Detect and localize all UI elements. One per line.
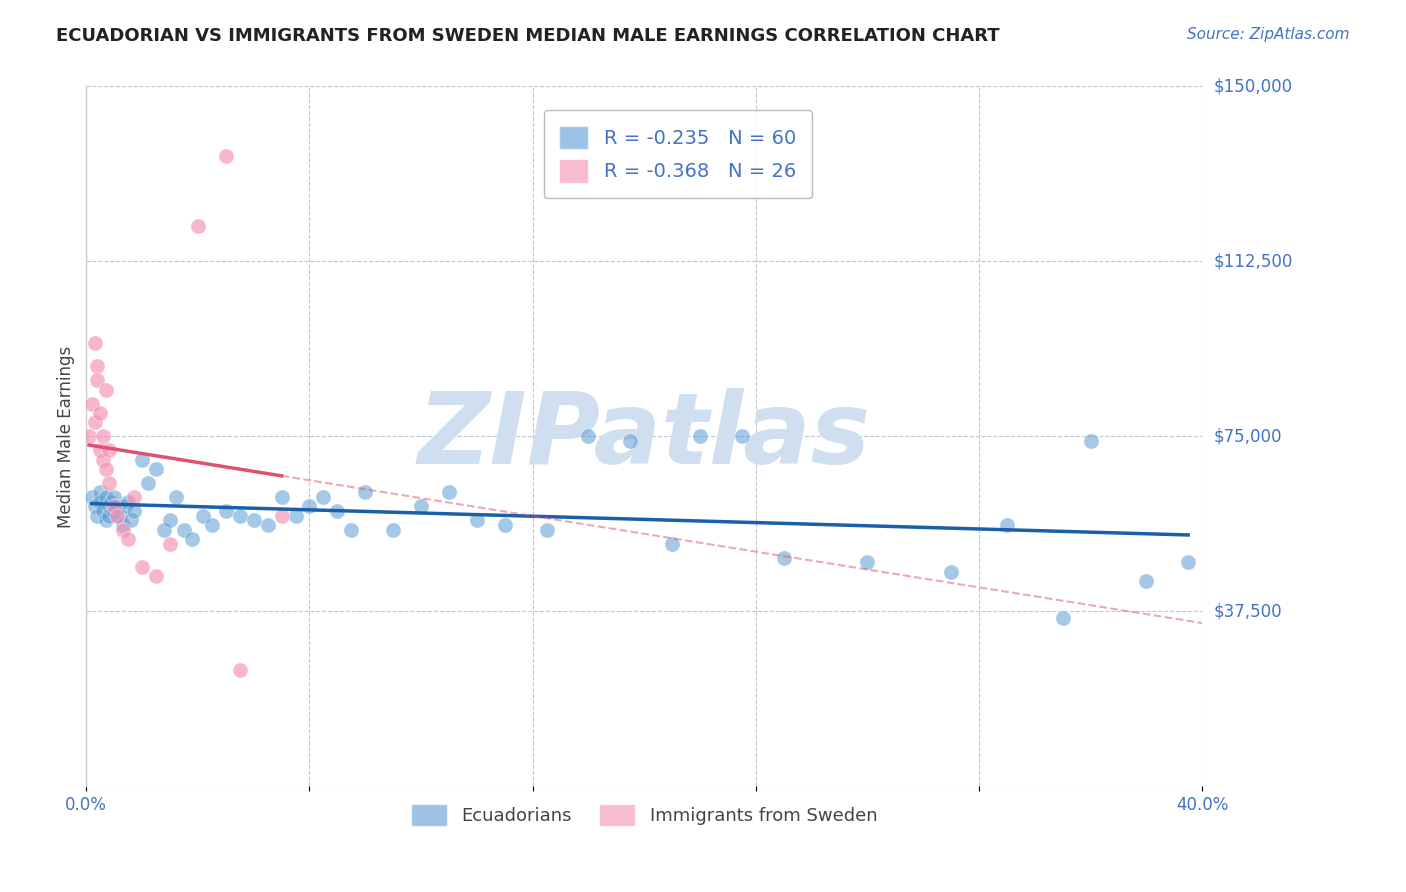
Ecuadorians <box>256 518 278 533</box>
Ecuadorians <box>165 490 187 504</box>
Immigrants from Sweden <box>117 532 139 546</box>
Immigrants from Sweden <box>270 508 292 523</box>
Ecuadorians <box>136 476 159 491</box>
Ecuadorians <box>298 500 321 514</box>
Ecuadorians <box>494 518 516 533</box>
Ecuadorians <box>117 495 139 509</box>
Ecuadorians <box>576 429 599 443</box>
Ecuadorians <box>995 518 1018 533</box>
Ecuadorians <box>153 523 176 537</box>
Immigrants from Sweden <box>159 537 181 551</box>
Immigrants from Sweden <box>131 560 153 574</box>
Text: $112,500: $112,500 <box>1213 252 1292 270</box>
Ecuadorians <box>131 452 153 467</box>
Immigrants from Sweden <box>89 406 111 420</box>
Immigrants from Sweden <box>145 569 167 583</box>
Text: ZIPatlas: ZIPatlas <box>418 388 870 485</box>
Ecuadorians <box>111 518 134 533</box>
Ecuadorians <box>354 485 377 500</box>
Text: $37,500: $37,500 <box>1213 602 1282 621</box>
Ecuadorians <box>536 523 558 537</box>
Ecuadorians <box>89 485 111 500</box>
Ecuadorians <box>94 513 117 527</box>
Ecuadorians <box>103 504 125 518</box>
Ecuadorians <box>242 513 264 527</box>
Ecuadorians <box>173 523 195 537</box>
Text: ECUADORIAN VS IMMIGRANTS FROM SWEDEN MEDIAN MALE EARNINGS CORRELATION CHART: ECUADORIAN VS IMMIGRANTS FROM SWEDEN MED… <box>56 27 1000 45</box>
Ecuadorians <box>465 513 488 527</box>
Immigrants from Sweden <box>111 523 134 537</box>
Ecuadorians <box>689 429 711 443</box>
Immigrants from Sweden <box>86 359 108 374</box>
Ecuadorians <box>382 523 405 537</box>
Text: Source: ZipAtlas.com: Source: ZipAtlas.com <box>1187 27 1350 42</box>
Ecuadorians <box>312 490 335 504</box>
Ecuadorians <box>193 508 215 523</box>
Text: $150,000: $150,000 <box>1213 78 1292 95</box>
Ecuadorians <box>856 556 879 570</box>
Ecuadorians <box>201 518 224 533</box>
Immigrants from Sweden <box>80 397 103 411</box>
Immigrants from Sweden <box>187 219 209 234</box>
Ecuadorians <box>284 508 307 523</box>
Ecuadorians <box>91 504 114 518</box>
Ecuadorians <box>159 513 181 527</box>
Immigrants from Sweden <box>77 429 100 443</box>
Ecuadorians <box>86 508 108 523</box>
Ecuadorians <box>97 500 120 514</box>
Ecuadorians <box>1052 611 1074 625</box>
Immigrants from Sweden <box>89 443 111 458</box>
Ecuadorians <box>105 500 128 514</box>
Ecuadorians <box>215 504 238 518</box>
Ecuadorians <box>1177 556 1199 570</box>
Ecuadorians <box>939 565 962 579</box>
Ecuadorians <box>1135 574 1157 588</box>
Ecuadorians <box>89 495 111 509</box>
Immigrants from Sweden <box>228 663 250 677</box>
Immigrants from Sweden <box>91 429 114 443</box>
Immigrants from Sweden <box>103 500 125 514</box>
Ecuadorians <box>772 550 794 565</box>
Immigrants from Sweden <box>215 149 238 163</box>
Ecuadorians <box>145 462 167 476</box>
Ecuadorians <box>97 508 120 523</box>
Ecuadorians <box>181 532 204 546</box>
Ecuadorians <box>1080 434 1102 449</box>
Ecuadorians <box>122 504 145 518</box>
Immigrants from Sweden <box>105 508 128 523</box>
Ecuadorians <box>661 537 683 551</box>
Ecuadorians <box>437 485 460 500</box>
Immigrants from Sweden <box>97 443 120 458</box>
Immigrants from Sweden <box>94 462 117 476</box>
Immigrants from Sweden <box>83 336 105 351</box>
Text: $75,000: $75,000 <box>1213 427 1282 445</box>
Immigrants from Sweden <box>122 490 145 504</box>
Ecuadorians <box>270 490 292 504</box>
Ecuadorians <box>94 490 117 504</box>
Y-axis label: Median Male Earnings: Median Male Earnings <box>58 345 75 527</box>
Immigrants from Sweden <box>86 374 108 388</box>
Ecuadorians <box>83 500 105 514</box>
Ecuadorians <box>228 508 250 523</box>
Immigrants from Sweden <box>94 383 117 397</box>
Ecuadorians <box>108 508 131 523</box>
Ecuadorians <box>120 513 142 527</box>
Ecuadorians <box>114 500 136 514</box>
Ecuadorians <box>80 490 103 504</box>
Immigrants from Sweden <box>91 452 114 467</box>
Ecuadorians <box>326 504 349 518</box>
Ecuadorians <box>409 500 432 514</box>
Immigrants from Sweden <box>83 416 105 430</box>
Ecuadorians <box>619 434 641 449</box>
Ecuadorians <box>103 490 125 504</box>
Legend: Ecuadorians, Immigrants from Sweden: Ecuadorians, Immigrants from Sweden <box>404 797 884 833</box>
Ecuadorians <box>731 429 754 443</box>
Immigrants from Sweden <box>97 476 120 491</box>
Ecuadorians <box>340 523 363 537</box>
Ecuadorians <box>100 495 122 509</box>
